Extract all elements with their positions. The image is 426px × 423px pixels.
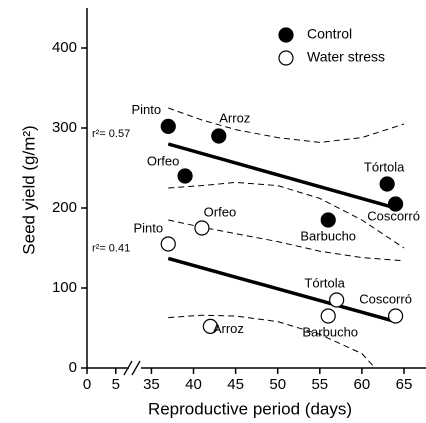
data-point bbox=[387, 196, 404, 212]
point-label: Barbucho bbox=[300, 228, 356, 243]
legend-label: Water stress bbox=[307, 49, 385, 65]
data-point bbox=[202, 318, 218, 334]
point-label: Pinto bbox=[133, 220, 163, 235]
data-point bbox=[320, 212, 336, 228]
y-tick-label: 400 bbox=[52, 39, 77, 56]
axis-break bbox=[123, 360, 133, 376]
legend-label: Control bbox=[307, 26, 352, 42]
axis-break bbox=[131, 360, 141, 376]
regression-line bbox=[167, 142, 397, 210]
r2-annotation: r²= 0.57 bbox=[92, 128, 130, 140]
point-label: Tórtola bbox=[304, 275, 345, 290]
x-tick-label: 35 bbox=[143, 376, 160, 393]
y-tick-label: 0 bbox=[69, 359, 77, 376]
x-tick-label: 5 bbox=[112, 376, 120, 393]
legend-marker bbox=[278, 27, 294, 43]
point-label: Coscorró bbox=[367, 208, 420, 223]
confidence-band bbox=[168, 107, 405, 143]
point-label: Arroz bbox=[219, 110, 250, 125]
y-tick-label: 300 bbox=[52, 119, 77, 136]
regression-line bbox=[167, 256, 397, 324]
point-label: Orfeo bbox=[147, 153, 180, 168]
x-tick-label: 0 bbox=[83, 376, 91, 393]
x-tick-label: 40 bbox=[185, 376, 202, 393]
x-tick-label: 45 bbox=[227, 376, 244, 393]
x-tick-label: 60 bbox=[354, 376, 371, 393]
r2-annotation: r²= 0.41 bbox=[92, 242, 130, 254]
point-label: Orfeo bbox=[204, 204, 237, 219]
data-point bbox=[387, 308, 404, 324]
y-axis-label: Seed yield (g/m²) bbox=[19, 125, 38, 254]
data-point bbox=[320, 308, 336, 324]
data-point bbox=[329, 292, 345, 308]
y-tick-label: 100 bbox=[52, 279, 77, 296]
point-label: Tórtola bbox=[364, 159, 405, 174]
point-label: Barbucho bbox=[302, 324, 358, 339]
x-axis-label: Reproductive period (days) bbox=[148, 399, 352, 418]
data-point bbox=[211, 128, 227, 144]
data-point bbox=[379, 176, 395, 192]
data-point bbox=[177, 168, 193, 184]
confidence-band bbox=[168, 181, 405, 249]
point-label: Pinto bbox=[131, 102, 161, 117]
legend-marker bbox=[278, 50, 294, 66]
x-tick-label: 65 bbox=[396, 376, 413, 393]
x-tick-label: 55 bbox=[311, 376, 328, 393]
point-label: Arroz bbox=[213, 321, 244, 336]
data-point bbox=[194, 220, 210, 236]
confidence-band bbox=[168, 314, 376, 368]
data-point bbox=[160, 236, 176, 252]
data-point bbox=[160, 118, 176, 135]
point-label: Coscorró bbox=[359, 291, 412, 306]
y-tick-label: 200 bbox=[52, 199, 77, 216]
x-tick-label: 50 bbox=[269, 376, 286, 393]
